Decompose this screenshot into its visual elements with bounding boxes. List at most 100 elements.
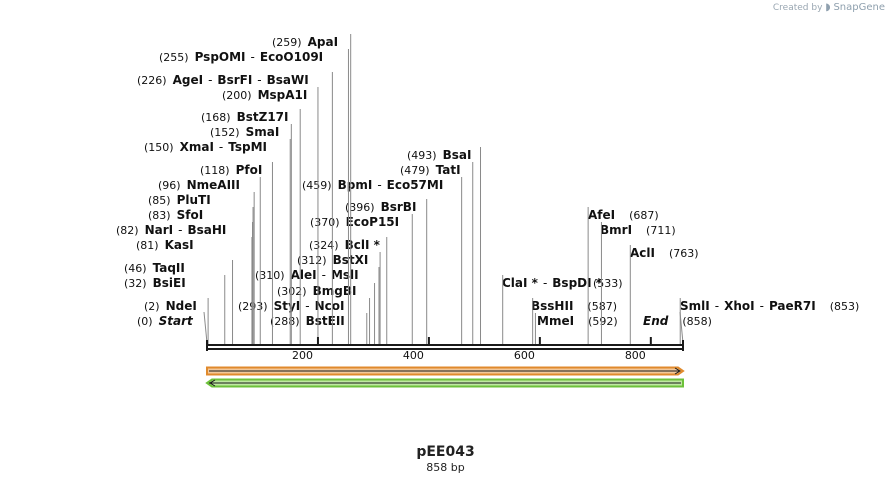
- site-position: (592): [588, 315, 618, 328]
- enzyme-name: BstZ17I: [237, 110, 289, 124]
- site-position: (763): [669, 247, 699, 260]
- enzyme-name: PspOMI: [195, 50, 246, 64]
- map-subtitle: 858 bp: [426, 461, 465, 474]
- enzyme-name: AfeI: [588, 208, 615, 222]
- site-label: BmrI (711): [600, 223, 676, 237]
- site-position: (46): [124, 262, 147, 275]
- name-separator: -: [715, 299, 719, 313]
- site-label: (479) TatI: [400, 163, 461, 177]
- site-position: (310): [255, 269, 285, 282]
- site-position: (533): [593, 277, 623, 290]
- enzyme-name: PluTI: [177, 193, 211, 207]
- site-position: (324): [309, 239, 339, 252]
- linear-sequence-map: (0) Start(2) NdeI (32) BsiEI (46) TaqII (81) Kas…: [116, 34, 859, 388]
- enzyme-name: BclI *: [345, 238, 381, 252]
- enzyme-name: StyI: [274, 299, 301, 313]
- enzyme-name: ClaI *: [502, 276, 539, 290]
- site-label: (302)BmgBI: [277, 284, 356, 298]
- site-label: (288) BstEII: [270, 314, 345, 328]
- enzyme-name: BstEII: [306, 314, 345, 328]
- site-label: (46) TaqII: [124, 261, 185, 275]
- enzyme-name: Eco57MI: [387, 178, 444, 192]
- enzyme-name: EcoO109I: [260, 50, 323, 64]
- site-label: (81) KasI: [136, 238, 194, 252]
- map-title: pEE043: [416, 444, 475, 460]
- site-label: (150) XmaI - TspMI: [144, 140, 267, 154]
- site-position: (459): [302, 179, 332, 192]
- site-position: (259): [272, 36, 302, 49]
- site-position: (853): [830, 300, 860, 313]
- enzyme-name: TaqII: [153, 261, 185, 275]
- site-label: (324) BclI *: [309, 238, 381, 252]
- site-position: (587): [587, 300, 617, 313]
- start-leader-line: [203, 311, 208, 344]
- site-label: (96) NmeAIII: [158, 178, 240, 192]
- name-separator: -: [322, 268, 326, 282]
- site-position: (687): [629, 209, 659, 222]
- name-separator: -: [305, 299, 309, 313]
- site-label: SmlI - XhoI - PaeR7I (853): [680, 299, 859, 313]
- enzyme-name: ApaI: [308, 35, 338, 49]
- site-label: (85) PluTI: [148, 193, 211, 207]
- enzyme-name: AclI: [630, 246, 655, 260]
- site-label: (259) ApaI: [272, 35, 338, 49]
- site-label: MmeI (592): [537, 314, 618, 328]
- site-label: (370) EcoP15I: [310, 215, 399, 229]
- site-position: (288): [270, 315, 300, 328]
- site-label: (118) PfoI: [200, 163, 262, 177]
- name-separator: -: [760, 299, 764, 313]
- enzyme-name: SmlI: [680, 299, 710, 313]
- enzyme-name: NcoI: [315, 299, 345, 313]
- name-separator: -: [208, 73, 212, 87]
- site-label: (533): [593, 277, 623, 290]
- enzyme-name: MmeI: [537, 314, 574, 328]
- site-label: (459) BpmI - Eco57MI: [302, 178, 443, 192]
- forward-arrowhead-icon: [674, 367, 681, 375]
- enzyme-name: PfoI: [236, 163, 263, 177]
- name-separator: -: [251, 50, 255, 64]
- end-leader-line: [679, 311, 684, 344]
- site-position: (150): [144, 141, 174, 154]
- site-position: (493): [407, 149, 437, 162]
- site-position: (370): [310, 216, 340, 229]
- site-position: (226): [137, 74, 167, 87]
- site-position: (32): [124, 277, 147, 290]
- ruler-tick-label: 800: [625, 349, 646, 362]
- enzyme-name: SfoI: [177, 208, 204, 222]
- end-label: End: [643, 314, 669, 328]
- name-separator: -: [178, 223, 182, 237]
- enzyme-name: BsrBI: [381, 200, 417, 214]
- reverse-arrowhead-icon: [209, 379, 216, 387]
- site-label: AfeI (687): [588, 208, 659, 222]
- enzyme-name: PaeR7I: [769, 299, 816, 313]
- enzyme-name: NarI: [145, 223, 174, 237]
- site-label: ClaI * - BspDI *: [502, 276, 603, 290]
- enzyme-name: BspDI *: [552, 276, 602, 290]
- site-position: (83): [148, 209, 171, 222]
- enzyme-name: BsrFI: [217, 73, 252, 87]
- site-position: (82): [116, 224, 139, 237]
- site-label: (32) BsiEI: [124, 276, 186, 290]
- name-separator: -: [219, 140, 223, 154]
- credit-brand: SnapGene: [833, 2, 885, 13]
- site-position: (96): [158, 179, 181, 192]
- ruler-tick-label: 200: [292, 349, 313, 362]
- enzyme-name: BsaHI: [187, 223, 226, 237]
- site-label: (226) AgeI - BsrFI - BsaWI: [137, 73, 309, 87]
- enzyme-name: AgeI: [173, 73, 203, 87]
- enzyme-name: BsaI: [443, 148, 472, 162]
- enzyme-name: EcoP15I: [346, 215, 400, 229]
- enzyme-name: KasI: [165, 238, 194, 252]
- site-label: (2) NdeI: [144, 299, 197, 313]
- site-position: (396): [345, 201, 375, 214]
- site-label: (152) SmaI: [210, 125, 279, 139]
- enzyme-name: MspA1I: [258, 88, 308, 102]
- site-position: (118): [200, 164, 230, 177]
- site-label: (493) BsaI: [407, 148, 471, 162]
- site-position: (312): [297, 254, 327, 267]
- site-label: (0) Start: [137, 314, 194, 328]
- enzyme-name: TatI: [436, 163, 461, 177]
- end-label: Start: [159, 314, 194, 328]
- enzyme-name: BmrI: [600, 223, 632, 237]
- snapgene-credit: Created by ◗ SnapGene: [773, 2, 885, 13]
